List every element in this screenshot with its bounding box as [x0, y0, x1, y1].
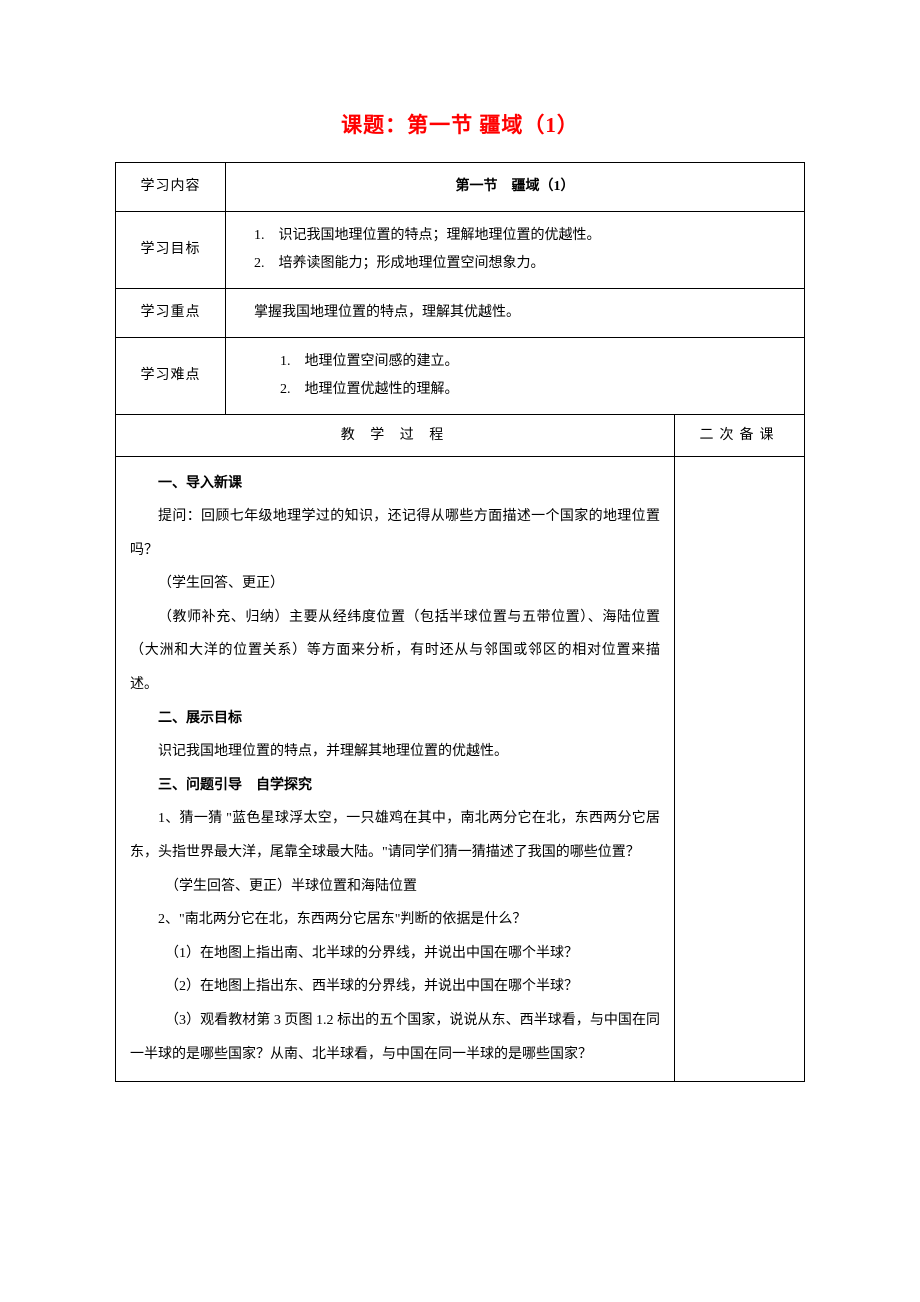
label-study-content: 学习内容 — [116, 162, 226, 211]
value-study-content: 第一节 疆域（1） — [226, 162, 805, 211]
difficulty-item-2: 2. 地理位置优越性的理解。 — [240, 376, 790, 404]
value-study-difficulty: 1. 地理位置空间感的建立。 2. 地理位置优越性的理解。 — [226, 337, 805, 414]
section-3-p4: （1）在地图上指出南、北半球的分界线，并说出中国在哪个半球？ — [130, 937, 660, 971]
section-1-header: 一、导入新课 — [130, 467, 660, 501]
section-3-p3: 2、"南北两分它在北，东西两分它居东"判断的依据是什么？ — [130, 903, 660, 937]
goal-item-1: 1. 识记我国地理位置的特点；理解地理位置的优越性。 — [240, 222, 790, 250]
section-2-header: 二、展示目标 — [130, 702, 660, 736]
section-3-p2: （学生回答、更正）半球位置和海陆位置 — [130, 870, 660, 904]
section-2-p1: 识记我国地理位置的特点，并理解其地理位置的优越性。 — [130, 735, 660, 769]
row-body: 一、导入新课 提问：回顾七年级地理学过的知识，还记得从哪些方面描述一个国家的地理… — [116, 456, 805, 1082]
label-study-difficulty: 学习难点 — [116, 337, 226, 414]
value-study-focus: 掌握我国地理位置的特点，理解其优越性。 — [226, 288, 805, 337]
row-focus: 学习重点 掌握我国地理位置的特点，理解其优越性。 — [116, 288, 805, 337]
difficulty-item-1: 1. 地理位置空间感的建立。 — [240, 348, 790, 376]
teaching-body: 一、导入新课 提问：回顾七年级地理学过的知识，还记得从哪些方面描述一个国家的地理… — [116, 456, 675, 1082]
section-1-p2: （学生回答、更正） — [130, 567, 660, 601]
label-study-focus: 学习重点 — [116, 288, 226, 337]
label-notes: 二次备课 — [675, 414, 805, 456]
row-goals: 学习目标 1. 识记我国地理位置的特点；理解地理位置的优越性。 2. 培养读图能… — [116, 211, 805, 288]
section-3-p6: （3）观看教材第 3 页图 1.2 标出的五个国家，说说从东、西半球看，与中国在… — [130, 1004, 660, 1071]
page-title: 课题：第一节 疆域（1） — [115, 110, 805, 142]
value-study-goals: 1. 识记我国地理位置的特点；理解地理位置的优越性。 2. 培养读图能力；形成地… — [226, 211, 805, 288]
row-content: 学习内容 第一节 疆域（1） — [116, 162, 805, 211]
label-study-goals: 学习目标 — [116, 211, 226, 288]
label-process: 教 学 过 程 — [116, 414, 675, 456]
section-1-p1: 提问：回顾七年级地理学过的知识，还记得从哪些方面描述一个国家的地理位置吗？ — [130, 500, 660, 567]
section-3-p5: （2）在地图上指出东、西半球的分界线，并说出中国在哪个半球？ — [130, 970, 660, 1004]
section-3-header: 三、问题引导 自学探究 — [130, 769, 660, 803]
row-difficulty: 学习难点 1. 地理位置空间感的建立。 2. 地理位置优越性的理解。 — [116, 337, 805, 414]
focus-text: 掌握我国地理位置的特点，理解其优越性。 — [240, 299, 790, 327]
lesson-table: 学习内容 第一节 疆域（1） 学习目标 1. 识记我国地理位置的特点；理解地理位… — [115, 162, 805, 1083]
section-3-p1: 1、猜一猜 "蓝色星球浮太空，一只雄鸡在其中，南北两分它在北，东西两分它居东，头… — [130, 802, 660, 869]
notes-body — [675, 456, 805, 1082]
goal-item-2: 2. 培养读图能力；形成地理位置空间想象力。 — [240, 250, 790, 278]
section-1-p3: （教师补充、归纳）主要从经纬度位置（包括半球位置与五带位置）、海陆位置（大洲和大… — [130, 601, 660, 702]
row-process-header: 教 学 过 程 二次备课 — [116, 414, 805, 456]
